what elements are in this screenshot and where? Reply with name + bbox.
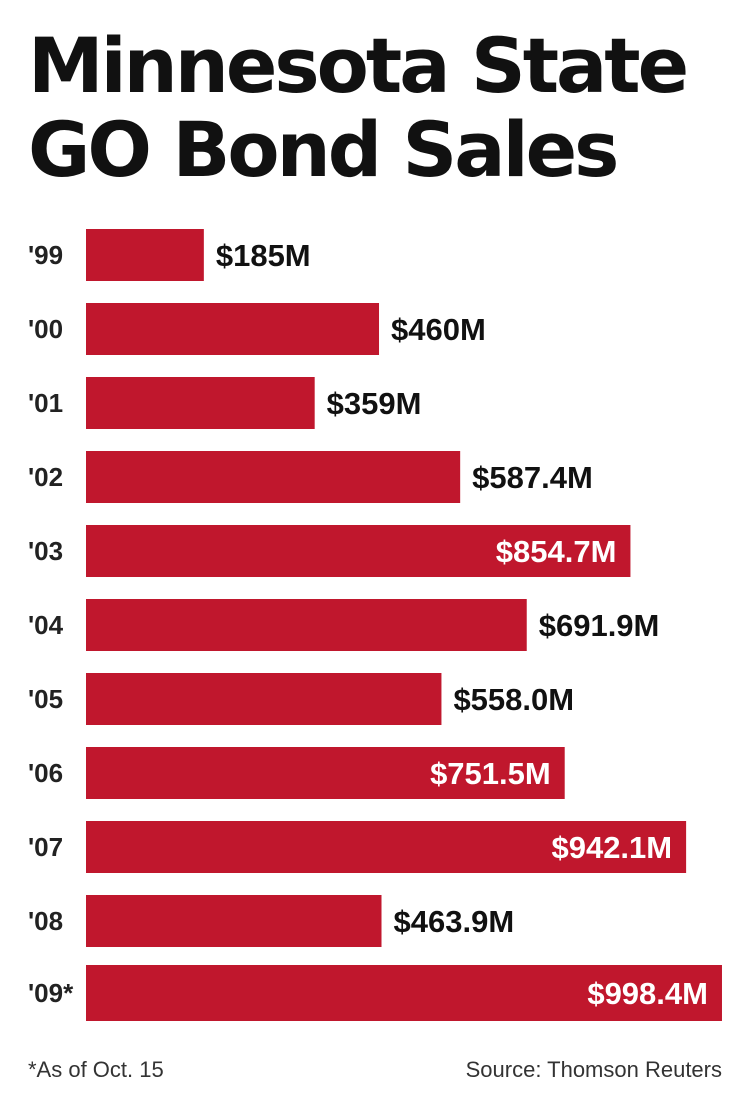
bar xyxy=(86,747,565,799)
value-label: $587.4M xyxy=(472,460,593,495)
category-label: '03 xyxy=(28,536,63,566)
bar xyxy=(86,525,631,577)
category-label: '99 xyxy=(28,240,63,270)
value-label: $691.9M xyxy=(539,608,660,643)
bar xyxy=(86,599,527,651)
chart-title-line-1: Minnesota State xyxy=(28,21,689,110)
value-label: $185M xyxy=(216,238,311,273)
category-label: '02 xyxy=(28,462,63,492)
category-label: '08 xyxy=(28,906,63,936)
value-label: $854.7M xyxy=(496,534,617,569)
category-label: '05 xyxy=(28,684,63,714)
bar xyxy=(86,821,687,873)
chart-title-line-2: GO Bond Sales xyxy=(28,105,619,194)
category-label: '00 xyxy=(28,314,63,344)
category-label: '06 xyxy=(28,758,63,788)
bar xyxy=(86,229,204,281)
category-label: '07 xyxy=(28,832,63,862)
category-label: '09* xyxy=(28,978,74,1008)
chart-title: Minnesota State GO Bond Sales xyxy=(28,21,689,194)
value-label: $942.1M xyxy=(551,830,672,865)
value-label: $558.0M xyxy=(453,682,574,717)
value-label: $460M xyxy=(391,312,486,347)
category-label: '04 xyxy=(28,610,64,640)
value-label: $998.4M xyxy=(587,976,708,1011)
bar xyxy=(86,451,461,503)
source-credit: Source: Thomson Reuters xyxy=(465,1057,722,1082)
footnote: *As of Oct. 15 xyxy=(28,1057,164,1082)
value-label: $751.5M xyxy=(430,756,551,791)
value-label: $359M xyxy=(327,386,422,421)
value-label: $463.9M xyxy=(394,904,515,939)
bar xyxy=(86,303,380,355)
bar xyxy=(86,673,442,725)
category-label: '01 xyxy=(28,388,63,418)
bar xyxy=(86,895,382,947)
bar xyxy=(86,377,315,429)
bar xyxy=(86,965,722,1021)
